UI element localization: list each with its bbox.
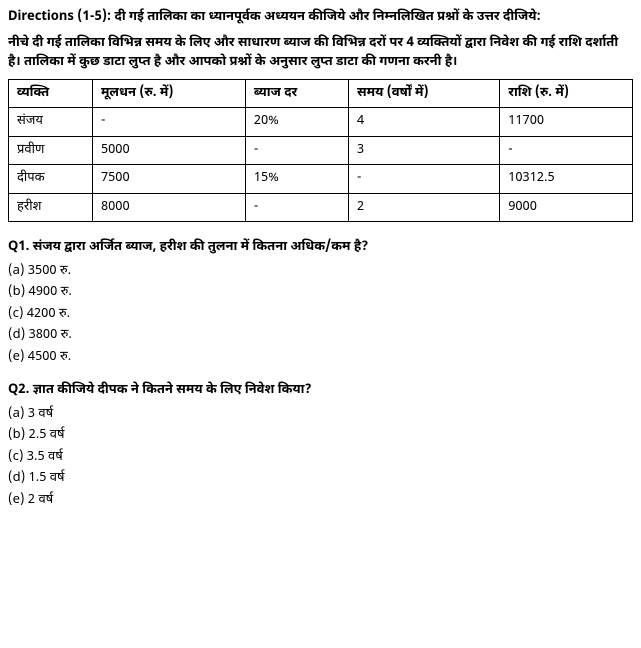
th: व्यक्ति	[9, 79, 93, 108]
table-row: दीपक 7500 15% - 10312.5	[9, 165, 633, 194]
td: 8000	[92, 193, 245, 222]
option: (c) 4200 रु.	[8, 305, 633, 325]
td: हरीश	[9, 193, 93, 222]
td: संजय	[9, 108, 93, 137]
directions-block: Directions (1-5): दी गई तालिका का ध्यानप…	[8, 8, 633, 28]
td: -	[92, 108, 245, 137]
td: -	[500, 136, 633, 165]
th: ब्याज दर	[245, 79, 348, 108]
td: 15%	[245, 165, 348, 194]
option: (a) 3 वर्ष	[8, 405, 633, 425]
td: 20%	[245, 108, 348, 137]
th: समय (वर्षों में)	[349, 79, 500, 108]
td: 4	[349, 108, 500, 137]
td: 10312.5	[500, 165, 633, 194]
table-header-row: व्यक्ति मूलधन (रु. में) ब्याज दर समय (वर…	[9, 79, 633, 108]
td: 5000	[92, 136, 245, 165]
option: (d) 3800 रु.	[8, 326, 633, 346]
option: (a) 3500 रु.	[8, 262, 633, 282]
q-text: Q2. ज्ञात कीजिये दीपक ने कितने समय के लि…	[8, 381, 633, 401]
question-2: Q2. ज्ञात कीजिये दीपक ने कितने समय के लि…	[8, 381, 633, 510]
directions-label: Directions (1-5):	[8, 9, 111, 26]
directions-line1: दी गई तालिका का ध्यानपूर्वक अध्ययन कीजिय…	[111, 9, 541, 26]
option: (e) 2 वर्ष	[8, 491, 633, 511]
option: (e) 4500 रु.	[8, 348, 633, 368]
option: (c) 3.5 वर्ष	[8, 448, 633, 468]
table-row: प्रवीण 5000 - 3 -	[9, 136, 633, 165]
th: मूलधन (रु. में)	[92, 79, 245, 108]
td: 7500	[92, 165, 245, 194]
option: (d) 1.5 वर्ष	[8, 469, 633, 489]
td: 2	[349, 193, 500, 222]
td: -	[245, 136, 348, 165]
td: 9000	[500, 193, 633, 222]
td: प्रवीण	[9, 136, 93, 165]
th: राशि (रु. में)	[500, 79, 633, 108]
question-1: Q1. संजय द्वारा अर्जित ब्याज, हरीश की तु…	[8, 238, 633, 367]
option: (b) 2.5 वर्ष	[8, 426, 633, 446]
data-table: व्यक्ति मूलधन (रु. में) ब्याज दर समय (वर…	[8, 79, 633, 223]
table-row: हरीश 8000 - 2 9000	[9, 193, 633, 222]
q-text: Q1. संजय द्वारा अर्जित ब्याज, हरीश की तु…	[8, 238, 633, 258]
td: -	[349, 165, 500, 194]
td: 3	[349, 136, 500, 165]
td: 11700	[500, 108, 633, 137]
directions-line2: नीचे दी गई तालिका विभिन्न समय के लिए और …	[8, 34, 633, 73]
option: (b) 4900 रु.	[8, 283, 633, 303]
td: दीपक	[9, 165, 93, 194]
td: -	[245, 193, 348, 222]
table-row: संजय - 20% 4 11700	[9, 108, 633, 137]
